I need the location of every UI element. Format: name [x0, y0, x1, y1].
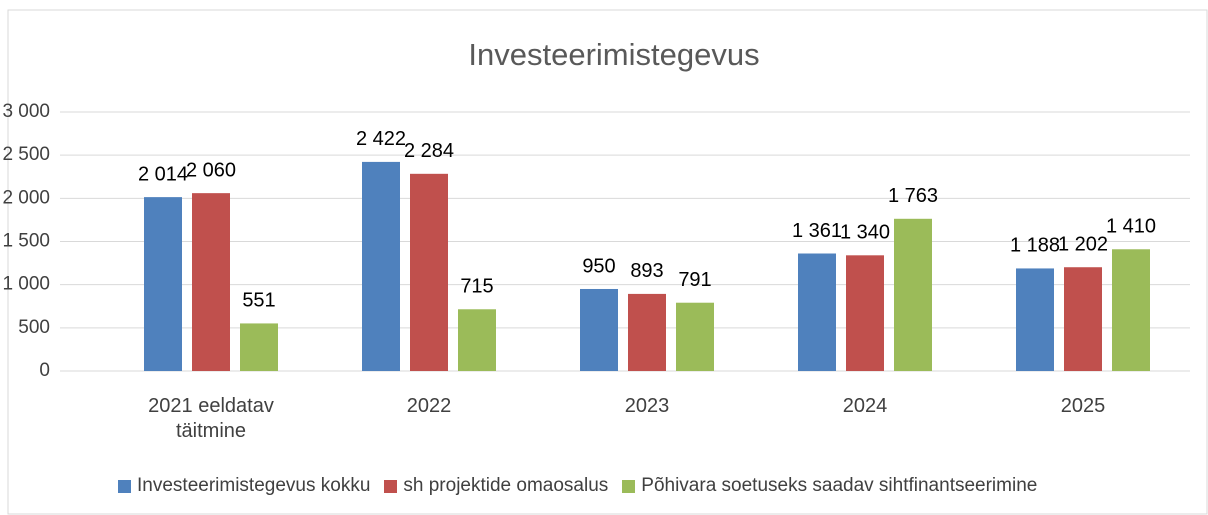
y-tick-label: 2 000	[2, 187, 50, 208]
data-label: 715	[460, 276, 493, 298]
bar	[1016, 268, 1054, 371]
x-tick-label: 2025	[1060, 395, 1106, 417]
data-label: 551	[242, 290, 275, 312]
chart-border	[7, 9, 1208, 515]
legend-swatch	[622, 479, 636, 493]
y-tick-label: 1 000	[2, 274, 50, 295]
bar	[192, 193, 230, 371]
x-tick-label: 2021 eeldatav täitmine	[148, 395, 274, 442]
data-label: 1 202	[1058, 234, 1108, 256]
data-label: 1 340	[840, 222, 890, 244]
bar	[798, 253, 836, 371]
legend-item: sh projektide omaosalus	[384, 475, 608, 497]
data-label: 2 014	[138, 163, 188, 185]
x-tick-label: 2023	[624, 395, 670, 417]
data-label: 1 361	[792, 220, 842, 242]
data-label: 1 763	[888, 185, 938, 207]
bar	[362, 161, 400, 371]
data-label: 2 284	[404, 140, 454, 162]
data-label: 893	[630, 260, 663, 282]
legend-label: Investeerimistegevus kokku	[137, 475, 371, 496]
bar	[580, 288, 618, 371]
bar	[458, 309, 496, 371]
legend-swatch	[384, 479, 398, 493]
chart-title: Investeerimistegevus	[468, 37, 759, 72]
x-tick-label: 2024	[842, 395, 888, 417]
legend-item: Põhivara soetuseks saadav sihtfinantseer…	[622, 475, 1037, 497]
y-tick-label: 2 500	[2, 144, 50, 165]
bar	[628, 293, 666, 371]
data-label: 2 422	[356, 128, 406, 150]
bar	[676, 302, 714, 371]
legend-item: Investeerimistegevus kokku	[118, 475, 370, 497]
legend-swatch	[118, 479, 131, 493]
y-tick-label: 3 000	[2, 101, 50, 122]
bar	[1112, 249, 1150, 371]
bar	[894, 218, 932, 371]
y-tick-label: 1 500	[2, 231, 50, 252]
bar	[144, 197, 182, 371]
y-tick-label: 0	[39, 360, 50, 381]
legend-label: Põhivara soetuseks saadav sihtfinantseer…	[641, 475, 1038, 496]
x-tick-label: 2022	[406, 395, 452, 417]
data-label: 950	[582, 255, 615, 277]
bar	[240, 323, 278, 371]
y-tick-label: 500	[18, 317, 50, 338]
bar	[410, 173, 448, 371]
data-label: 1 410	[1106, 216, 1156, 238]
bar	[1064, 267, 1102, 371]
bar	[846, 255, 884, 371]
data-label: 791	[678, 269, 711, 291]
data-label: 1 188	[1010, 235, 1060, 257]
data-label: 2 060	[186, 159, 236, 181]
legend-label: sh projektide omaosalus	[403, 475, 609, 496]
